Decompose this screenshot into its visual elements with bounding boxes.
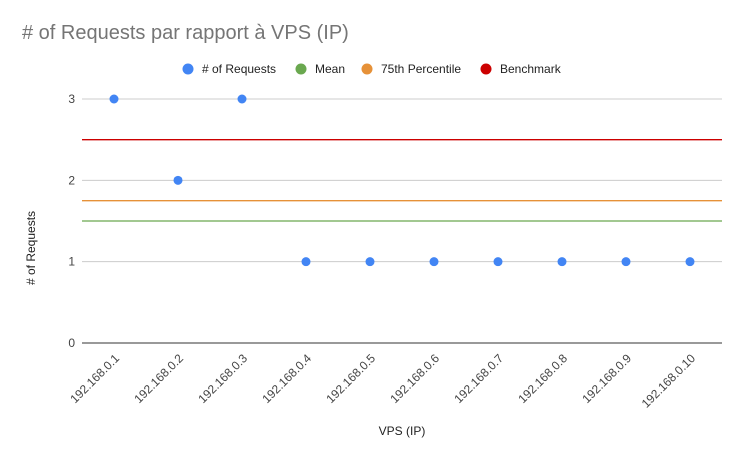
x-axis-title: VPS (IP) (379, 424, 426, 438)
x-tick-label-2: 192.168.0.2 (131, 351, 186, 406)
y-tick-label-2: 2 (68, 173, 75, 187)
x-tick-label-10: 192.168.0.10 (639, 351, 699, 411)
reference-lines (82, 139, 722, 222)
data-points (109, 94, 695, 267)
legend-marker-4 (480, 63, 492, 75)
legend-marker-3 (361, 63, 373, 75)
y-axis-title: # of Requests (24, 211, 38, 285)
legend: # of Requests Mean 75th Percentile Benchmar… (182, 62, 562, 76)
legend-label-4: Benchmark (500, 62, 562, 76)
x-tick-label-8: 192.168.0.8 (515, 351, 570, 406)
x-tick-label-5: 192.168.0.5 (323, 351, 378, 406)
data-point-2 (173, 175, 183, 185)
legend-marker-1 (182, 63, 194, 75)
y-tick-label-3: 3 (68, 92, 75, 106)
x-tick-label-1: 192.168.0.1 (67, 351, 122, 406)
legend-label-3: 75th Percentile (381, 62, 461, 76)
x-tick-label-7: 192.168.0.7 (451, 351, 506, 406)
data-point-8 (557, 257, 567, 267)
data-point-9 (621, 257, 631, 267)
legend-label-1: # of Requests (202, 62, 276, 76)
data-point-3 (237, 94, 247, 104)
x-tick-label-9: 192.168.0.9 (579, 351, 634, 406)
gridlines (82, 98, 722, 344)
x-tick-label-6: 192.168.0.6 (387, 351, 442, 406)
y-tick-label-1: 1 (68, 255, 75, 269)
legend-label-2: Mean (315, 62, 345, 76)
chart-title: # of Requests par rapport à VPS (IP) (22, 22, 349, 44)
y-axis-ticks: 0 1 2 3 (68, 92, 75, 350)
data-point-1 (109, 94, 119, 104)
data-point-10 (685, 257, 695, 267)
data-point-6 (429, 257, 439, 267)
y-tick-label-0: 0 (68, 336, 75, 350)
legend-marker-2 (295, 63, 307, 75)
data-point-4 (301, 257, 311, 267)
data-point-5 (365, 257, 375, 267)
x-axis-ticks: 192.168.0.1 192.168.0.2 192.168.0.3 192.168… (67, 351, 698, 411)
x-tick-label-4: 192.168.0.4 (259, 351, 314, 406)
data-point-7 (493, 257, 503, 267)
x-tick-label-3: 192.168.0.3 (195, 351, 250, 406)
